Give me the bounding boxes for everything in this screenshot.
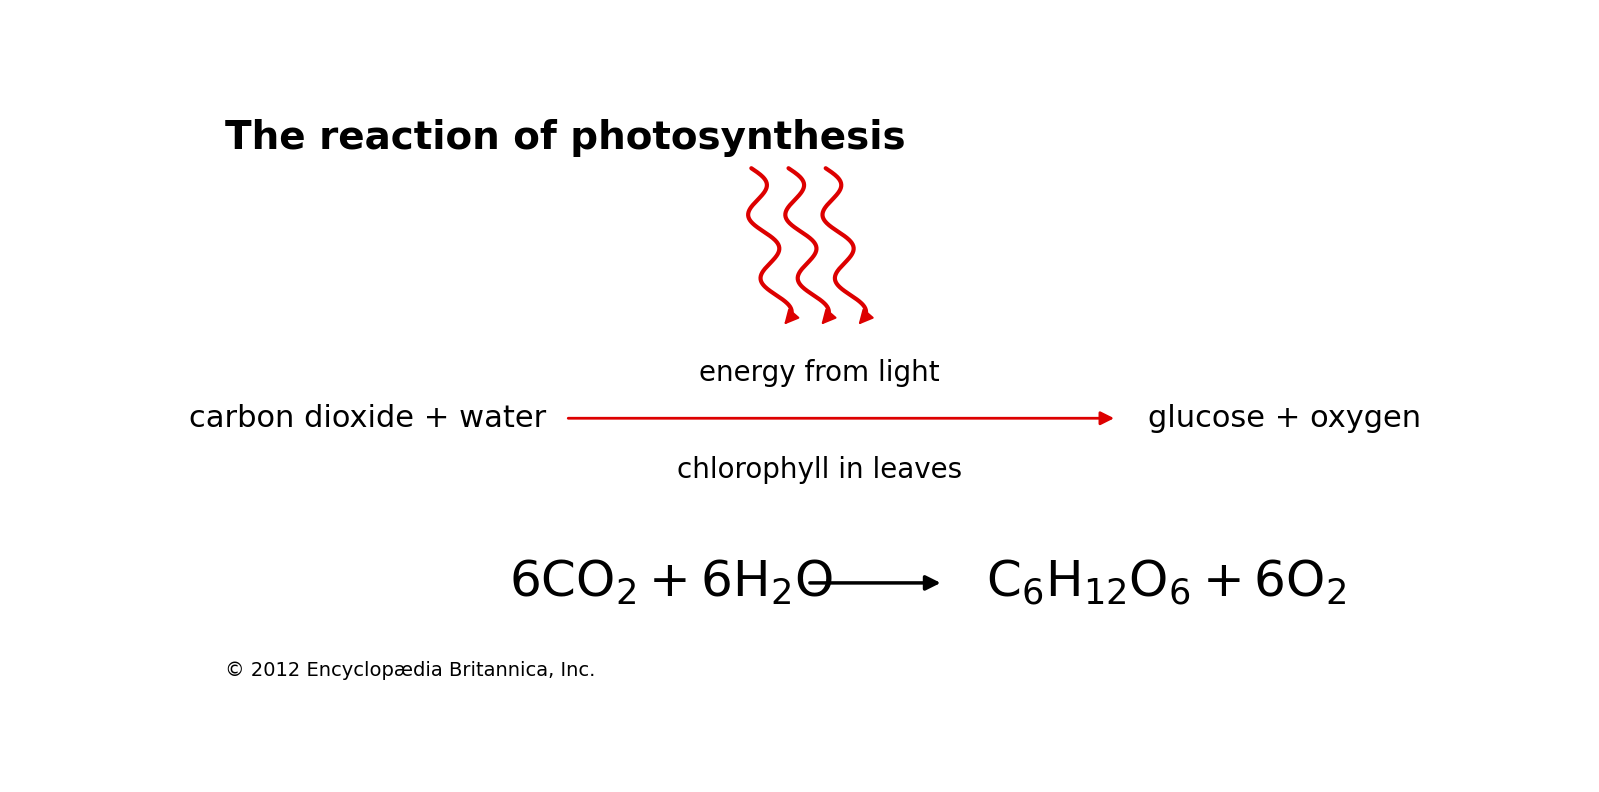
- Text: © 2012 Encyclopædia Britannica, Inc.: © 2012 Encyclopædia Britannica, Inc.: [224, 661, 595, 680]
- Text: carbon dioxide + water: carbon dioxide + water: [189, 404, 545, 432]
- Text: energy from light: energy from light: [699, 359, 940, 386]
- Text: The reaction of photosynthesis: The reaction of photosynthesis: [224, 120, 905, 158]
- Text: glucose + oxygen: glucose + oxygen: [1148, 404, 1422, 432]
- Text: chlorophyll in leaves: chlorophyll in leaves: [676, 456, 963, 484]
- Text: $6\mathrm{CO}_2 + 6\mathrm{H}_2\mathrm{O}$: $6\mathrm{CO}_2 + 6\mathrm{H}_2\mathrm{O…: [508, 558, 833, 607]
- Text: $\mathrm{C}_6\mathrm{H}_{12}\mathrm{O}_6 + 6\mathrm{O}_2$: $\mathrm{C}_6\mathrm{H}_{12}\mathrm{O}_6…: [987, 558, 1346, 607]
